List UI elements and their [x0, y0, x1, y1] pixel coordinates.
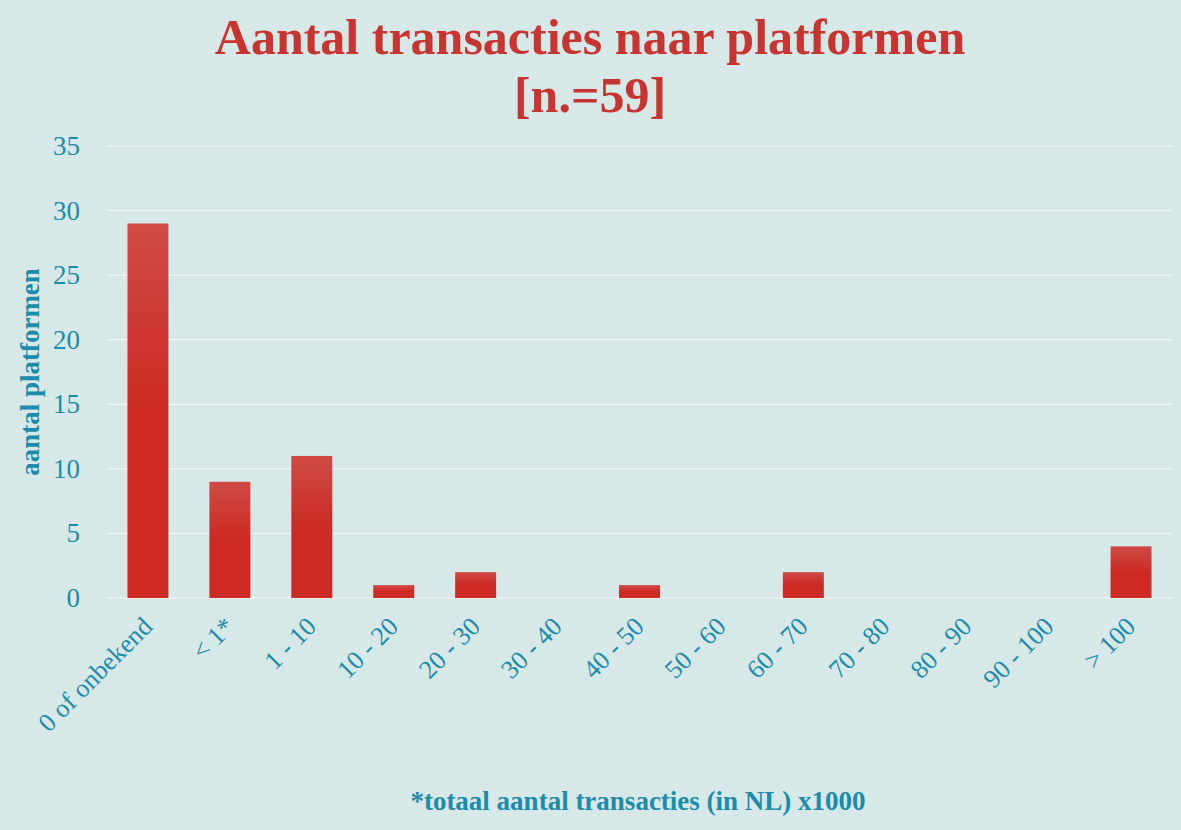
x-tick-label: 50 - 60	[659, 612, 732, 685]
x-tick-label: 80 - 90	[905, 612, 978, 685]
y-tick-label: 5	[67, 518, 81, 548]
grid-line	[107, 404, 1172, 405]
x-tick-label: 20 - 30	[413, 612, 486, 685]
bars	[127, 223, 1151, 598]
y-tick-label: 35	[53, 131, 80, 161]
y-tick-label: 20	[53, 325, 80, 355]
x-tick-label: 70 - 80	[823, 612, 896, 685]
grid-line	[107, 339, 1172, 340]
subtitle: [n.=59]	[514, 67, 666, 123]
bar	[947, 598, 988, 599]
x-tick-label: 30 - 40	[495, 612, 568, 685]
x-tick-label: 60 - 70	[741, 612, 814, 685]
bar	[1111, 546, 1152, 598]
x-tick-label: 1 - 10	[259, 612, 322, 675]
bar	[209, 482, 250, 598]
chart-svg: Aantal transacties naar platformen[n.=59…	[0, 0, 1181, 830]
bar	[783, 572, 824, 598]
grid-line	[107, 533, 1172, 534]
x-tick-label: < 1*	[186, 612, 240, 666]
background	[0, 0, 1181, 830]
x-tick-label: 10 - 20	[331, 612, 404, 685]
x-tick-label: 40 - 50	[577, 612, 650, 685]
y-tick-label: 15	[53, 389, 80, 419]
y-tick-label: 30	[53, 196, 80, 226]
grid-line	[107, 275, 1172, 276]
grid-line	[107, 468, 1172, 469]
y-tick-label: 0	[67, 583, 81, 613]
bar	[1029, 598, 1070, 599]
x-tick-label: 90 - 100	[978, 612, 1060, 694]
y-axis-label: aantal platformen	[15, 268, 45, 476]
bar	[127, 223, 168, 598]
grid-line	[107, 146, 1172, 147]
chart-container: Aantal transacties naar platformen[n.=59…	[0, 0, 1181, 830]
bar	[373, 585, 414, 598]
x-tick-label: > 100	[1078, 612, 1141, 675]
bar	[291, 456, 332, 598]
bar	[619, 585, 660, 598]
bar	[455, 572, 496, 598]
bar	[537, 598, 578, 599]
x-axis-label: *totaal aantal transacties (in NL) x1000	[410, 786, 865, 816]
y-tick-label: 10	[53, 454, 80, 484]
bar	[701, 598, 742, 599]
bar	[865, 598, 906, 599]
x-tick-label: 0 of onbekend	[33, 612, 159, 738]
y-tick-label: 25	[53, 260, 80, 290]
title: Aantal transacties naar platformen	[215, 9, 966, 65]
grid-line	[107, 210, 1172, 211]
